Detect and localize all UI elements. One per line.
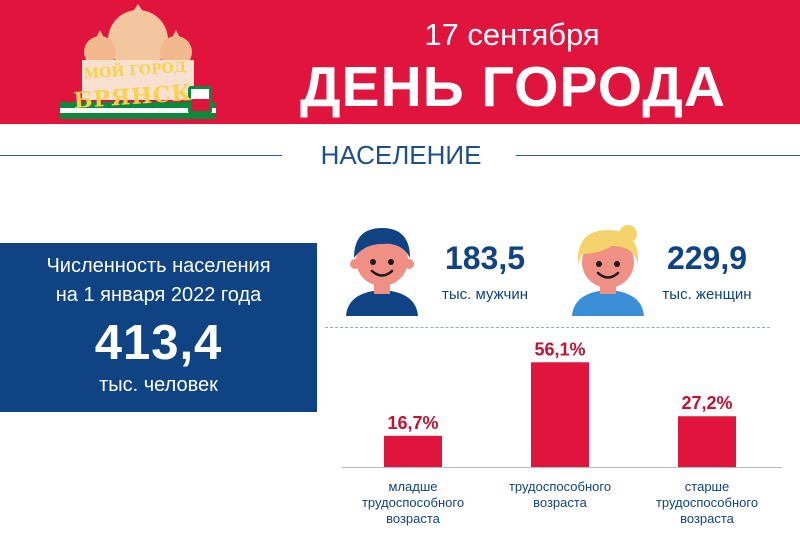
city-logo — [60, 4, 216, 119]
man-icon — [346, 228, 418, 316]
page-title: ДЕНЬ ГОРОДА — [299, 55, 727, 119]
bar-value-label-0: 16,7% — [387, 413, 438, 433]
category-label-1: трудоспособного возраста — [509, 479, 611, 510]
section-title: НАСЕЛЕНИЕ — [320, 140, 482, 170]
bar-value-label-2: 27,2% — [681, 393, 732, 413]
population-caption-line1: Численность населения — [46, 255, 271, 277]
dashed-separator — [325, 327, 770, 328]
population-box: Численность населения на 1 января 2022 г… — [0, 243, 317, 412]
bar-2 — [678, 416, 736, 467]
population-caption-line2: на 1 января 2022 года — [55, 284, 262, 306]
event-date: 17 сентября — [424, 17, 600, 52]
woman-icon — [572, 225, 644, 316]
section-divider-right — [516, 155, 800, 156]
men-label: тыс. мужчин — [442, 286, 528, 303]
category-label-0: младше трудоспособного возраста — [362, 479, 464, 526]
population-unit: тыс. человек — [99, 374, 218, 396]
category-label-2: старше трудоспособного возраста — [656, 479, 758, 526]
population-value: 413,4 — [94, 316, 223, 370]
women-count: 229,9 — [666, 240, 748, 276]
men-count: 183,5 — [444, 240, 526, 276]
women-label: тыс. женщин — [662, 286, 752, 303]
bar-0 — [384, 435, 442, 467]
bar-1 — [531, 362, 589, 467]
section-divider-left — [0, 155, 282, 156]
bar-value-label-1: 56,1% — [534, 339, 585, 359]
